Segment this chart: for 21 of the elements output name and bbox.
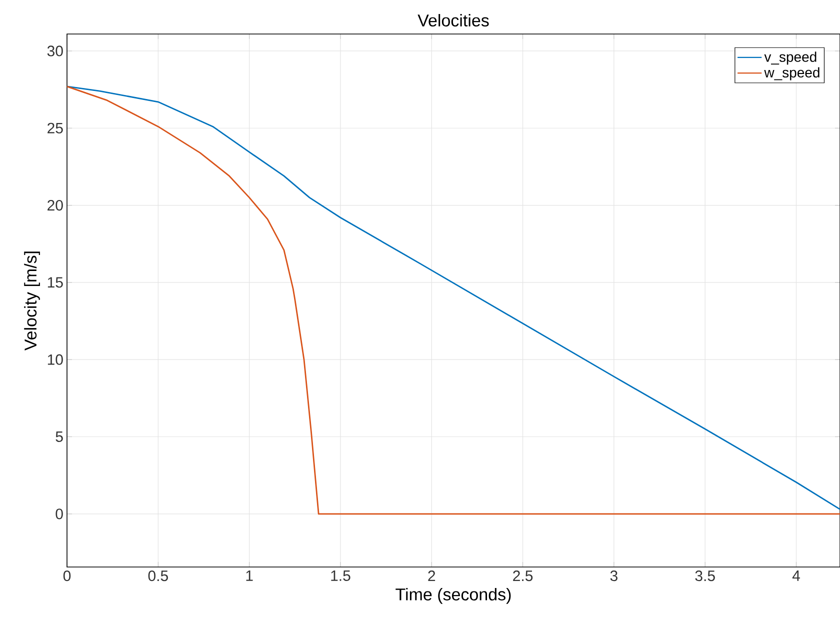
chart-title: Velocities	[418, 14, 489, 27]
x-tick-label: 2.5	[513, 570, 533, 582]
x-tick-label: 3.5	[695, 570, 715, 582]
y-tick-label: 20	[48, 200, 63, 211]
x-tick-label: 0	[63, 570, 71, 582]
x-tick-label: 2	[428, 570, 436, 581]
x-tick-label: 4	[792, 570, 800, 581]
y-tick-label: 10	[48, 354, 63, 365]
y-tick-label: 15	[48, 277, 63, 288]
x-tick-label: 0.5	[148, 570, 168, 582]
y-tick-label: 5	[56, 432, 63, 442]
y-tick-label: 0	[56, 508, 63, 520]
x-tick-label: 1	[246, 570, 253, 581]
y-axis-title: Velocity [m/s]	[24, 252, 40, 350]
y-tick-label: 30	[47, 46, 63, 56]
x-tick-label: 3	[610, 570, 618, 582]
x-tick-label: 1.5	[331, 570, 350, 581]
legend-label: v_speed	[764, 52, 816, 65]
legend-label: w_speed	[764, 67, 820, 80]
x-axis-title: Time (seconds)	[396, 588, 511, 604]
y-tick-label: 25	[48, 122, 63, 134]
